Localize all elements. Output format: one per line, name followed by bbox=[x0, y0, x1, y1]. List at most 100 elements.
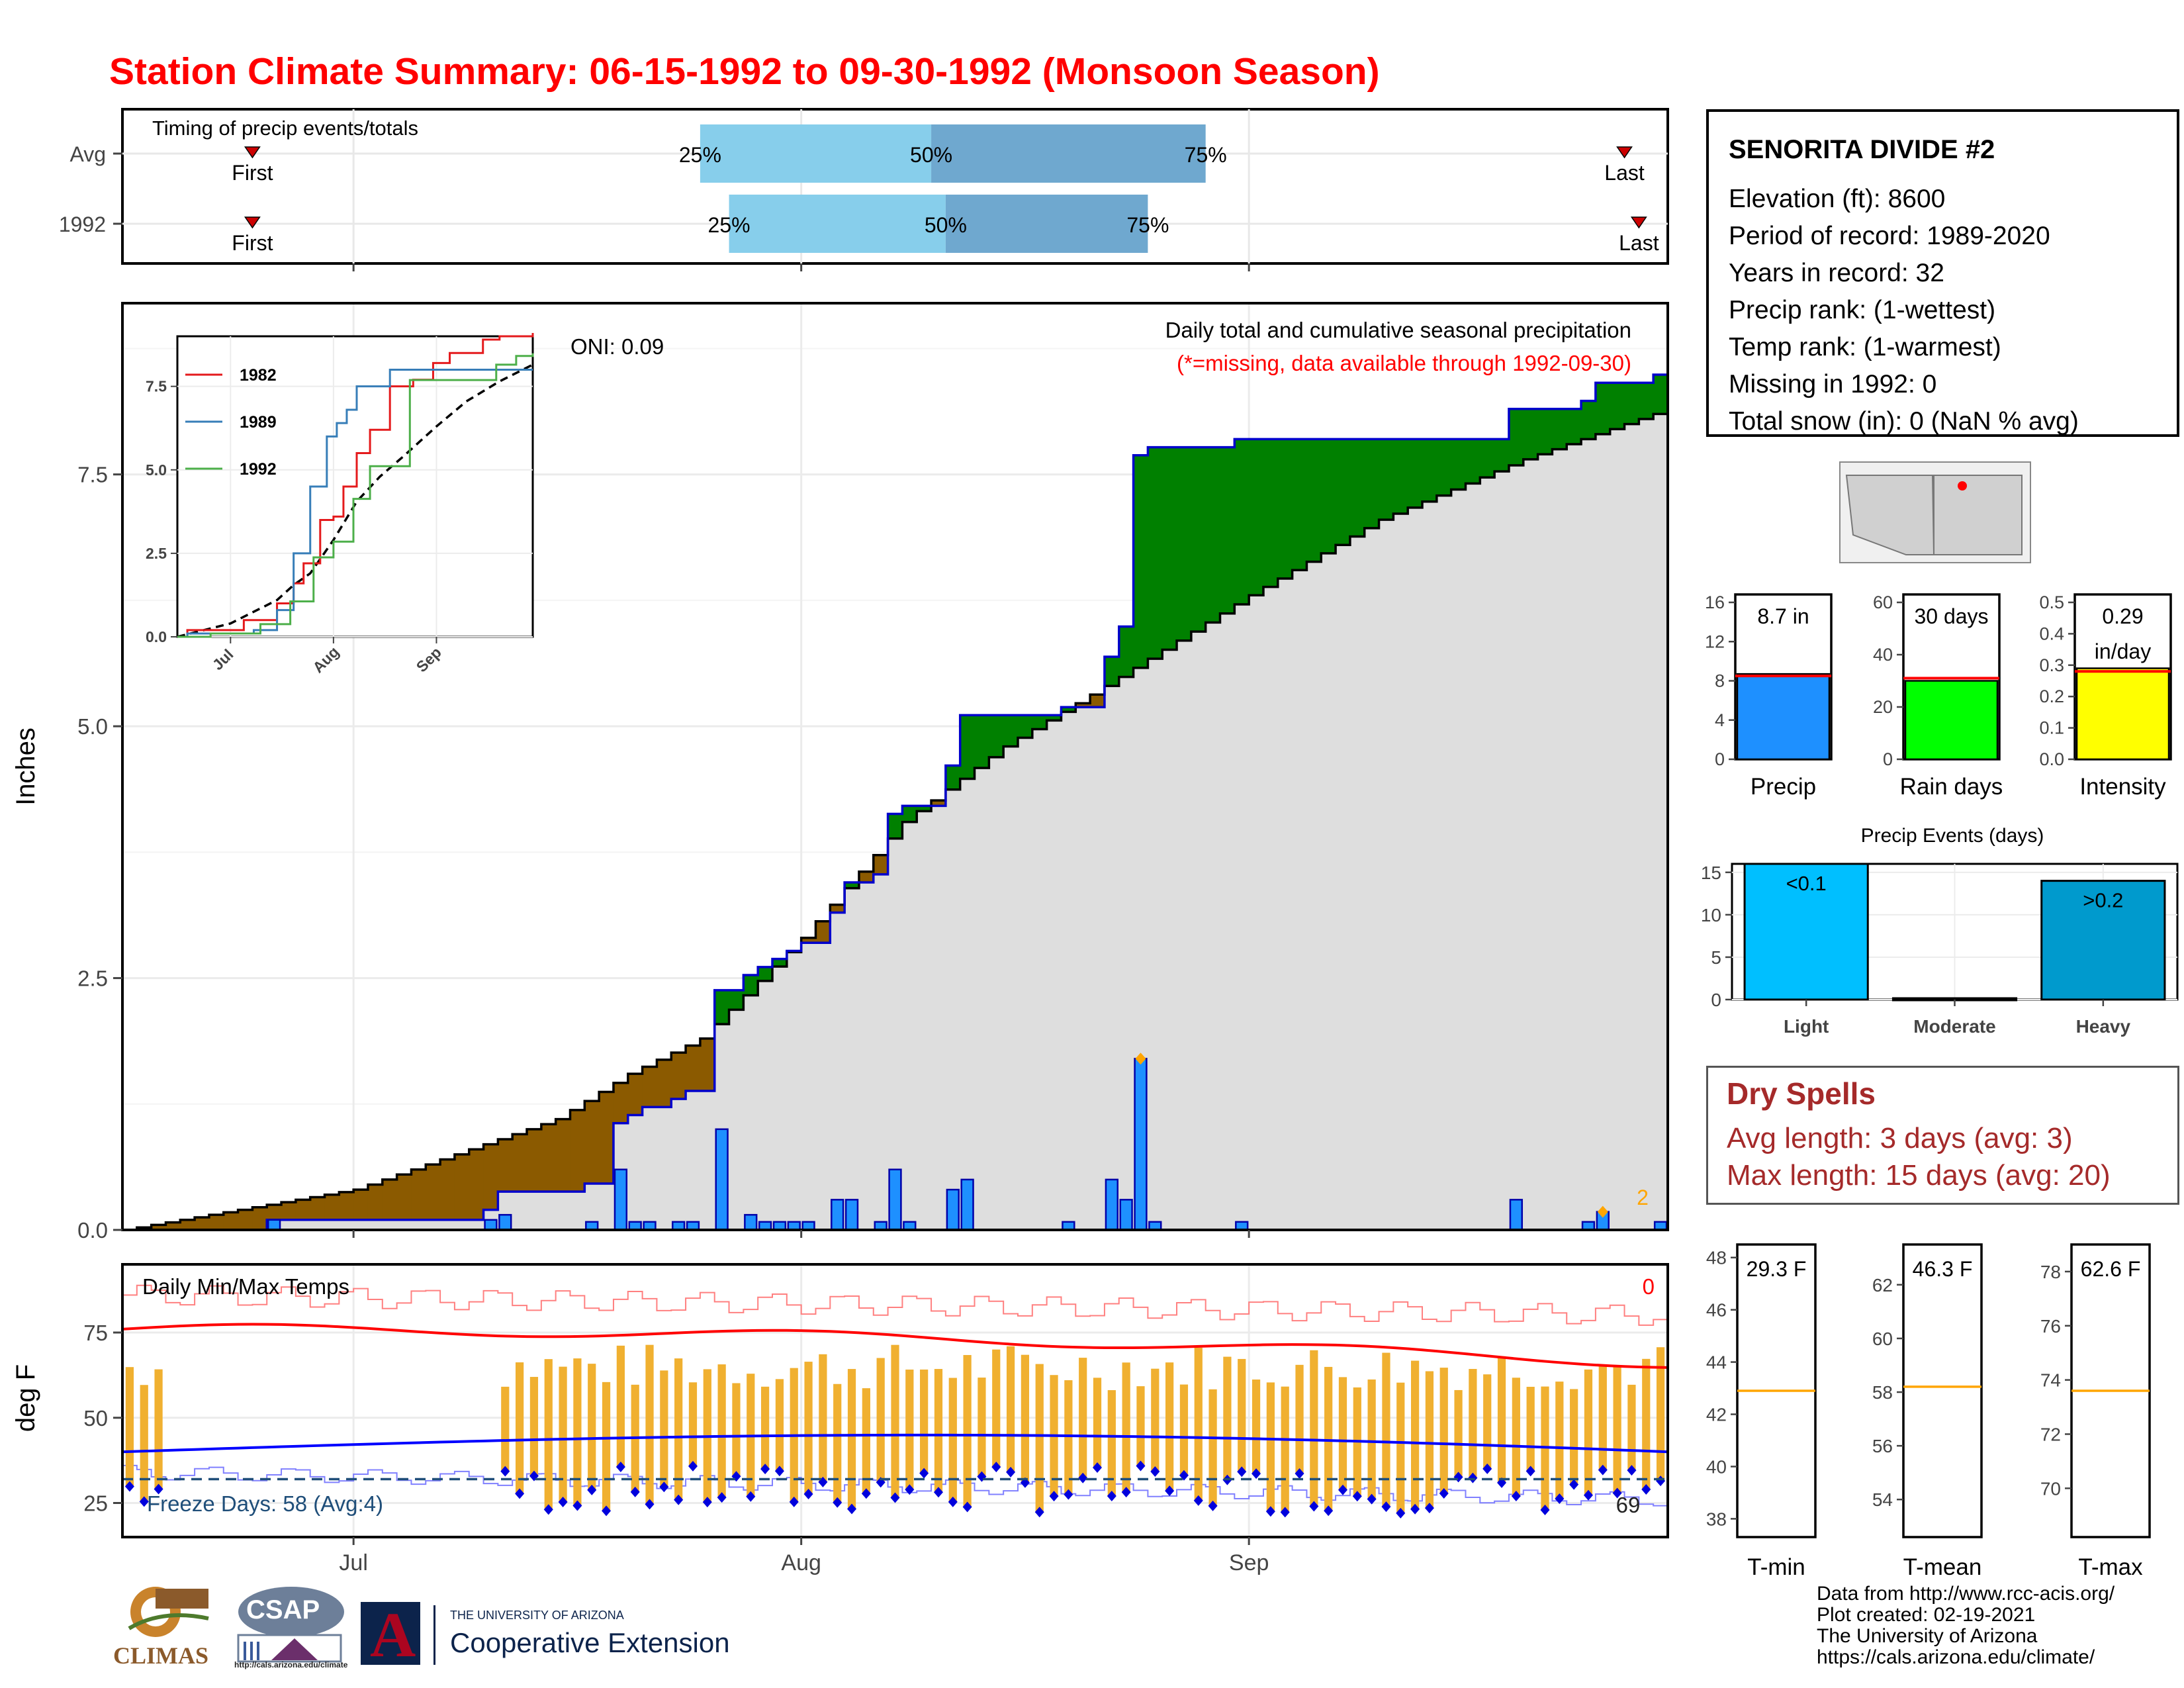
daily-temp-bar bbox=[1324, 1366, 1333, 1511]
events-bar-label: >0.2 bbox=[2083, 889, 2123, 912]
above-average-fill bbox=[743, 975, 758, 996]
first-label: First bbox=[232, 161, 273, 185]
temp-summary-frame bbox=[1902, 1243, 1983, 1538]
daily-tmin-marker bbox=[1525, 1466, 1535, 1477]
daily-temp-bar bbox=[1627, 1384, 1636, 1471]
climas-logo-graphic bbox=[128, 1587, 209, 1637]
timing-bar-50-75 bbox=[931, 124, 1206, 183]
daily-temp-bar bbox=[602, 1382, 611, 1511]
daily-tmin-marker bbox=[746, 1491, 756, 1502]
station-name: SENORITA DIVIDE #2 bbox=[1729, 135, 1995, 164]
below-average-fill bbox=[700, 1038, 715, 1091]
above-average-fill bbox=[1177, 447, 1192, 641]
temps-x-tick-label: Jul bbox=[339, 1550, 367, 1575]
climas-logo-text: CLIMAS bbox=[113, 1642, 209, 1669]
daily-temp-bar bbox=[1165, 1362, 1174, 1491]
inset-legend-label: 1989 bbox=[240, 413, 277, 432]
above-average-fill bbox=[1436, 439, 1452, 496]
timing-title: Timing of precip events/totals bbox=[152, 117, 418, 140]
temp-summary-value-label: 29.3 F bbox=[1747, 1257, 1807, 1281]
station-precip-rank: Precip rank: (1-wettest) bbox=[1729, 296, 1996, 324]
above-average-fill bbox=[1567, 408, 1582, 445]
daily-precip-bar bbox=[1105, 1178, 1118, 1231]
station-elevation: Elevation (ft): 8600 bbox=[1729, 185, 1946, 213]
daily-tmin-marker bbox=[760, 1464, 770, 1475]
above-average-fill bbox=[1465, 439, 1480, 484]
temps-y-tick-label: 50 bbox=[83, 1406, 108, 1430]
daily-tmin-marker bbox=[674, 1494, 684, 1505]
daily-tmin-marker bbox=[1540, 1505, 1550, 1516]
daily-temp-bar bbox=[1512, 1378, 1520, 1497]
dry-spells-max: Max length: 15 days (avg: 20) bbox=[1727, 1159, 2111, 1192]
timing-label-50: 50% bbox=[910, 143, 952, 167]
above-average-fill bbox=[945, 765, 961, 790]
temp-summary-y-tick-label: 76 bbox=[2040, 1316, 2061, 1336]
above-average-fill bbox=[1653, 375, 1668, 414]
daily-temp-bar bbox=[1208, 1389, 1217, 1506]
last-label: Last bbox=[1619, 231, 1659, 255]
temp-summary-y-tick-label: 54 bbox=[1872, 1489, 1893, 1510]
daily-precip-bar bbox=[1509, 1199, 1524, 1231]
timing-label-50: 50% bbox=[925, 213, 967, 237]
summary-y-tick-label: 8 bbox=[1715, 671, 1725, 691]
first-marker bbox=[244, 216, 261, 229]
daily-temp-bar bbox=[1281, 1386, 1289, 1513]
temps-y-tick-label: 75 bbox=[83, 1321, 108, 1345]
below-average-fill bbox=[195, 1217, 210, 1230]
daily-tmin-marker bbox=[1237, 1466, 1247, 1477]
daily-tmin-marker bbox=[1049, 1491, 1059, 1502]
below-average-fill bbox=[454, 1154, 470, 1220]
above-average-fill bbox=[1032, 715, 1048, 729]
daily-temp-bar bbox=[1584, 1369, 1593, 1495]
daily-temp-bar bbox=[876, 1358, 885, 1483]
daily-tmin-marker bbox=[962, 1501, 972, 1513]
daily-tmin-marker bbox=[861, 1488, 871, 1499]
above-average-fill bbox=[772, 959, 788, 967]
daily-tmin-marker bbox=[1468, 1472, 1478, 1483]
daily-temp-bar bbox=[1194, 1347, 1203, 1501]
daily-temp-bar bbox=[1526, 1386, 1535, 1472]
below-average-fill bbox=[555, 1119, 570, 1192]
daily-temp-bar bbox=[862, 1388, 870, 1494]
above-average-fill bbox=[1537, 408, 1553, 455]
footer-created: Plot created: 02-19-2021 bbox=[1817, 1604, 2036, 1626]
avg-tmax-line bbox=[122, 1323, 1668, 1369]
daily-tmin-marker bbox=[803, 1488, 813, 1499]
csap-logo-url: http://cals.arizona.edu/climate bbox=[234, 1660, 348, 1669]
station-missing: Missing in 1992: 0 bbox=[1729, 370, 1937, 399]
daily-tmin-marker bbox=[1396, 1507, 1406, 1519]
below-average-fill bbox=[671, 1053, 686, 1100]
temps-x-tick-label: Aug bbox=[781, 1550, 821, 1575]
above-average-fill bbox=[1061, 707, 1076, 712]
precip-frame bbox=[121, 302, 1669, 1231]
daily-tmin-marker bbox=[645, 1499, 655, 1510]
above-average-fill bbox=[1148, 447, 1163, 659]
station-temp-rank: Temp rank: (1-warmest) bbox=[1729, 333, 2001, 361]
temp-summary-y-tick-label: 46 bbox=[1706, 1300, 1727, 1321]
daily-temp-bar bbox=[819, 1354, 827, 1482]
above-average-fill bbox=[1595, 383, 1611, 434]
events-y-tick-label: 10 bbox=[1701, 905, 1721, 925]
events-category-label: Heavy bbox=[2076, 1016, 2131, 1037]
events-chart-title: Precip Events (days) bbox=[1861, 825, 2044, 847]
temp-summary-y-tick-label: 42 bbox=[1706, 1405, 1727, 1425]
temp-summary-y-tick-label: 70 bbox=[2040, 1478, 2061, 1499]
daily-tmin-marker bbox=[1034, 1507, 1044, 1518]
daily-tmin-marker bbox=[1093, 1462, 1103, 1473]
summary-axis-label: Precip bbox=[1751, 774, 1816, 800]
daily-tmin-marker bbox=[948, 1496, 958, 1507]
above-average-fill bbox=[989, 715, 1004, 757]
above-average-fill bbox=[1494, 439, 1510, 472]
daily-temp-bar bbox=[934, 1369, 943, 1493]
daily-tmin-marker bbox=[1165, 1485, 1175, 1497]
dry-spells-box: Dry Spells Avg length: 3 days (avg: 3) M… bbox=[1706, 1066, 2179, 1205]
daily-tmin-marker bbox=[1324, 1505, 1334, 1517]
daily-tmin-marker bbox=[1280, 1507, 1290, 1518]
temp-summary-y-tick-label: 56 bbox=[1872, 1436, 1893, 1456]
above-average-fill bbox=[1234, 439, 1250, 604]
daily-tmin-marker bbox=[1208, 1500, 1218, 1511]
below-average-fill bbox=[469, 1149, 484, 1220]
daily-temp-bar bbox=[645, 1344, 654, 1505]
daily-tmin-marker bbox=[1338, 1484, 1347, 1495]
